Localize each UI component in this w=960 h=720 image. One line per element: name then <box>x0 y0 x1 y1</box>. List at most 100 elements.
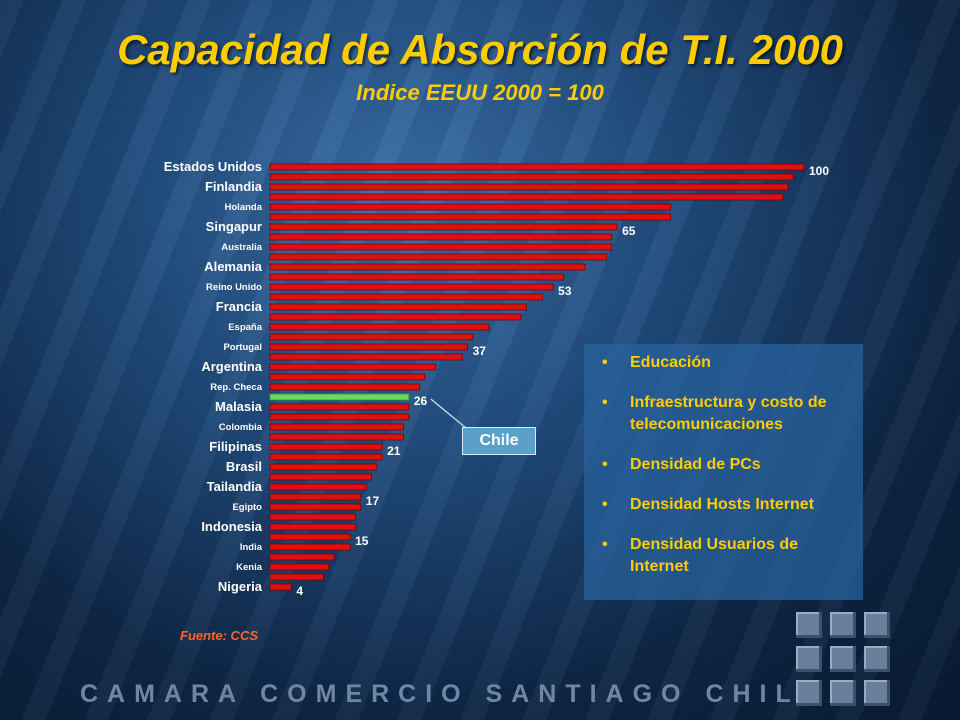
bar <box>269 533 351 541</box>
category-label: Portugal <box>223 342 262 353</box>
category-label: Egipto <box>232 502 262 513</box>
category-label: Tailandia <box>207 479 263 494</box>
factor-text: Educación <box>630 354 711 371</box>
data-label: 15 <box>355 534 369 548</box>
data-label: 65 <box>622 224 636 238</box>
category-label: Malasia <box>215 399 263 414</box>
category-label: India <box>240 542 263 553</box>
bar <box>269 583 292 591</box>
category-label: Indonesia <box>201 519 262 534</box>
chile-callout: Chile <box>462 427 536 455</box>
logo-square <box>864 646 890 672</box>
bullet-icon: • <box>602 536 608 553</box>
category-label: Estados Unidos <box>164 159 262 174</box>
factor-list: • Educación • Infraestructura y costo de te… <box>594 352 851 578</box>
data-label: 26 <box>414 394 428 408</box>
logo-square <box>830 612 856 638</box>
bar <box>269 353 463 361</box>
bar <box>269 483 367 491</box>
category-label: Nigeria <box>218 579 263 594</box>
bar <box>269 253 607 261</box>
bar <box>269 333 474 341</box>
bar <box>269 263 586 271</box>
category-label: Alemania <box>204 259 263 274</box>
category-label: Kenia <box>236 562 263 573</box>
bar <box>269 513 356 521</box>
factor-item: • Densidad Usuarios de Internet <box>594 534 851 578</box>
bar <box>269 303 527 311</box>
category-label: Rep. Checa <box>210 382 262 393</box>
bar <box>269 493 362 501</box>
bar <box>269 413 410 421</box>
logo-grid-icon <box>796 612 896 708</box>
bar <box>269 463 378 471</box>
data-label: 21 <box>387 444 401 458</box>
category-label: Reino Unido <box>206 282 262 293</box>
bar <box>269 193 784 201</box>
bar <box>269 223 618 231</box>
data-label: 37 <box>473 344 487 358</box>
data-label: 17 <box>366 494 380 508</box>
bar <box>269 323 490 331</box>
bar <box>269 563 330 571</box>
factor-text: Densidad de PCs <box>630 456 761 473</box>
bullet-icon: • <box>602 394 608 411</box>
bar <box>269 203 671 211</box>
factor-text: Densidad Hosts Internet <box>630 496 815 513</box>
factor-item: • Educación <box>594 352 851 374</box>
callout-connector <box>430 398 478 429</box>
category-label: Filipinas <box>209 439 262 454</box>
bar <box>269 553 335 561</box>
bar-highlight <box>269 393 410 401</box>
category-label: Australia <box>221 242 262 253</box>
bar <box>269 163 805 171</box>
logo-square <box>796 646 822 672</box>
factor-text: Densidad Usuarios de Internet <box>630 536 799 575</box>
logo-square <box>830 680 856 706</box>
bar <box>269 183 789 191</box>
factor-item: • Densidad de PCs <box>594 454 851 476</box>
bar <box>269 503 362 511</box>
bar <box>269 173 794 181</box>
bullet-icon: • <box>602 496 608 513</box>
category-label: Argentina <box>201 359 262 374</box>
logo-square <box>864 680 890 706</box>
bar <box>269 213 671 221</box>
bullet-icon: • <box>602 354 608 371</box>
source-note: Fuente: CCS <box>180 628 258 643</box>
data-label: 53 <box>558 284 572 298</box>
factor-item: • Infraestructura y costo de telecomunica… <box>594 392 851 436</box>
bar <box>269 313 522 321</box>
bar <box>269 363 436 371</box>
data-label: 100 <box>809 164 829 178</box>
page-subtitle: Indice EEUU 2000 = 100 <box>356 80 604 105</box>
bar <box>269 373 426 381</box>
bar <box>269 543 351 551</box>
category-label: Finlandia <box>205 179 263 194</box>
bar <box>269 283 554 291</box>
factor-item: • Densidad Hosts Internet <box>594 494 851 516</box>
bar <box>269 573 324 581</box>
bar <box>269 273 565 281</box>
category-label: Colombia <box>219 422 263 433</box>
category-label: España <box>228 322 263 333</box>
bar <box>269 233 613 241</box>
bar <box>269 443 383 451</box>
logo-square <box>864 612 890 638</box>
logo-square <box>830 646 856 672</box>
category-label: Brasil <box>226 459 262 474</box>
bar <box>269 243 613 251</box>
category-label: Holanda <box>225 202 263 213</box>
bar <box>269 403 410 411</box>
bar <box>269 453 383 461</box>
bar <box>269 293 543 301</box>
bar <box>269 343 468 351</box>
bar <box>269 473 372 481</box>
category-label: Singapur <box>206 219 262 234</box>
bar <box>269 423 404 431</box>
page-title: Capacidad de Absorción de T.I. 2000 <box>117 26 843 73</box>
logo-square <box>796 612 822 638</box>
factors-panel: • Educación • Infraestructura y costo de te… <box>584 344 863 600</box>
bullet-icon: • <box>602 456 608 473</box>
